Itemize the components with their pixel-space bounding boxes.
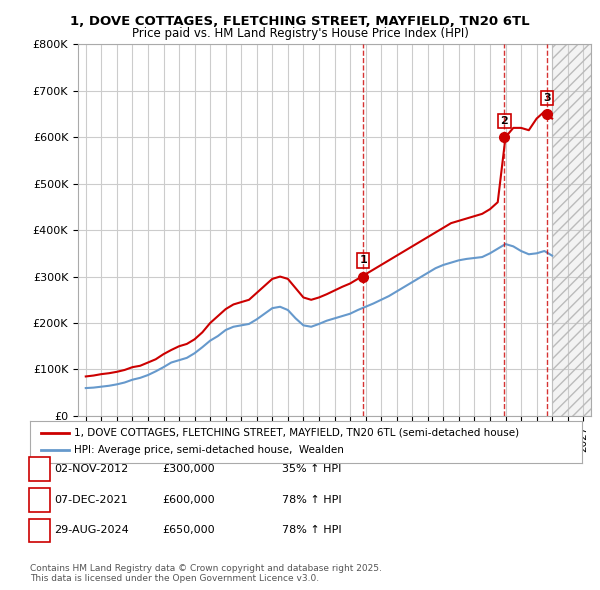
Text: 78% ↑ HPI: 78% ↑ HPI [282, 526, 341, 535]
Text: 1: 1 [359, 255, 367, 266]
Text: 29-AUG-2024: 29-AUG-2024 [54, 526, 129, 535]
Text: 3: 3 [543, 93, 551, 103]
Text: £650,000: £650,000 [162, 526, 215, 535]
Bar [552, 44, 591, 416]
Text: 1: 1 [36, 464, 43, 474]
Text: 2: 2 [500, 116, 508, 126]
Text: Contains HM Land Registry data © Crown copyright and database right 2025.
This d: Contains HM Land Registry data © Crown c… [30, 563, 382, 583]
Text: £300,000: £300,000 [162, 464, 215, 474]
Text: 3: 3 [36, 526, 43, 535]
Text: 78% ↑ HPI: 78% ↑ HPI [282, 495, 341, 504]
Text: Price paid vs. HM Land Registry's House Price Index (HPI): Price paid vs. HM Land Registry's House … [131, 27, 469, 40]
Text: HPI: Average price, semi-detached house,  Wealden: HPI: Average price, semi-detached house,… [74, 445, 344, 455]
Text: 1, DOVE COTTAGES, FLETCHING STREET, MAYFIELD, TN20 6TL (semi-detached house): 1, DOVE COTTAGES, FLETCHING STREET, MAYF… [74, 428, 519, 438]
Text: 2: 2 [36, 495, 43, 504]
Text: £600,000: £600,000 [162, 495, 215, 504]
Text: 1, DOVE COTTAGES, FLETCHING STREET, MAYFIELD, TN20 6TL: 1, DOVE COTTAGES, FLETCHING STREET, MAYF… [70, 15, 530, 28]
Bar [552, 44, 591, 416]
Text: 02-NOV-2012: 02-NOV-2012 [54, 464, 128, 474]
Text: 07-DEC-2021: 07-DEC-2021 [54, 495, 128, 504]
Text: 35% ↑ HPI: 35% ↑ HPI [282, 464, 341, 474]
